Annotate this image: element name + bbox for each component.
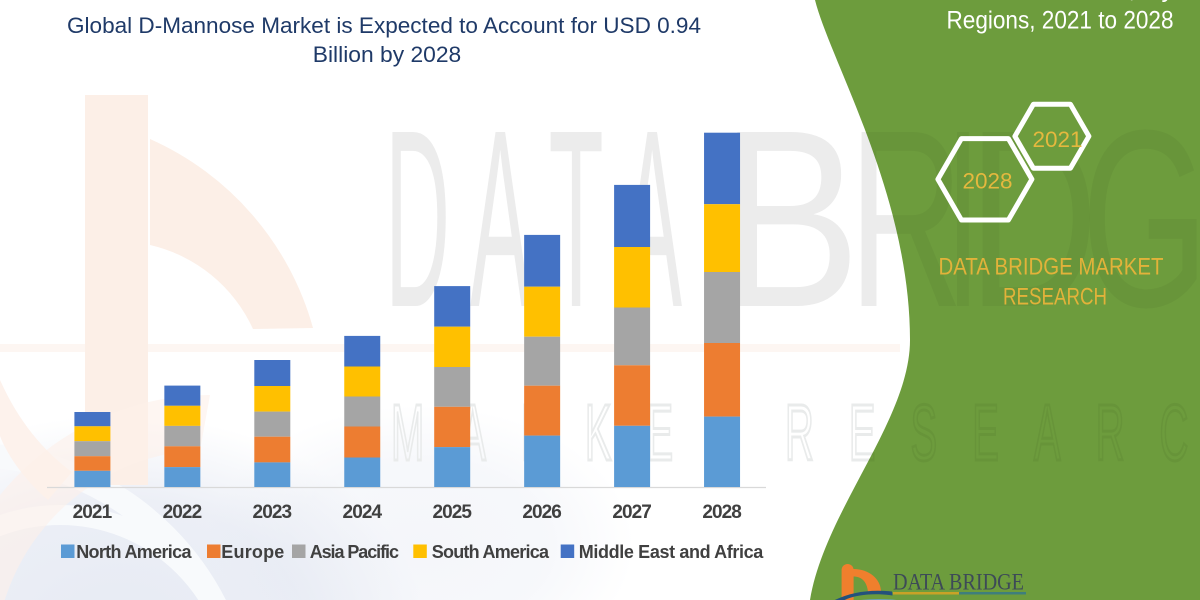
svg-text:2028: 2028 [962,169,1012,194]
svg-text:2025: 2025 [432,502,472,523]
svg-text:E: E [1189,77,1200,360]
svg-text:South America: South America [432,542,550,562]
svg-text:2021: 2021 [73,502,113,523]
svg-text:2027: 2027 [612,502,652,523]
svg-text:2024: 2024 [343,502,383,523]
svg-text:Regions, 2021 to 2028: Regions, 2021 to 2028 [947,7,1174,35]
svg-text:Global D-Mannose Market is Exp: Global D-Mannose Market is Expected to A… [67,13,701,38]
svg-text:Europe: Europe [221,542,284,562]
svg-text:DATA BRIDGE MARKET: DATA BRIDGE MARKET [939,255,1164,281]
svg-text:G: G [1081,78,1200,360]
svg-text:2023: 2023 [253,502,293,523]
svg-text:North America: North America [76,542,192,562]
svg-text:2026: 2026 [522,502,562,523]
svg-text:2021: 2021 [1032,127,1082,152]
svg-text:Billion by 2028: Billion by 2028 [313,42,462,67]
svg-text:B: B [720,78,861,360]
svg-text:Asia Pacific: Asia Pacific [310,542,399,562]
svg-text:2022: 2022 [163,502,203,523]
svg-text:DATA BRIDGE: DATA BRIDGE [893,570,1024,595]
svg-text:Middle East and Africa: Middle East and Africa [579,542,764,562]
svg-text:2028: 2028 [702,502,742,523]
svg-text:RESEARCH: RESEARCH [1003,285,1107,311]
svg-text:Market, by: Market, by [1042,0,1175,3]
